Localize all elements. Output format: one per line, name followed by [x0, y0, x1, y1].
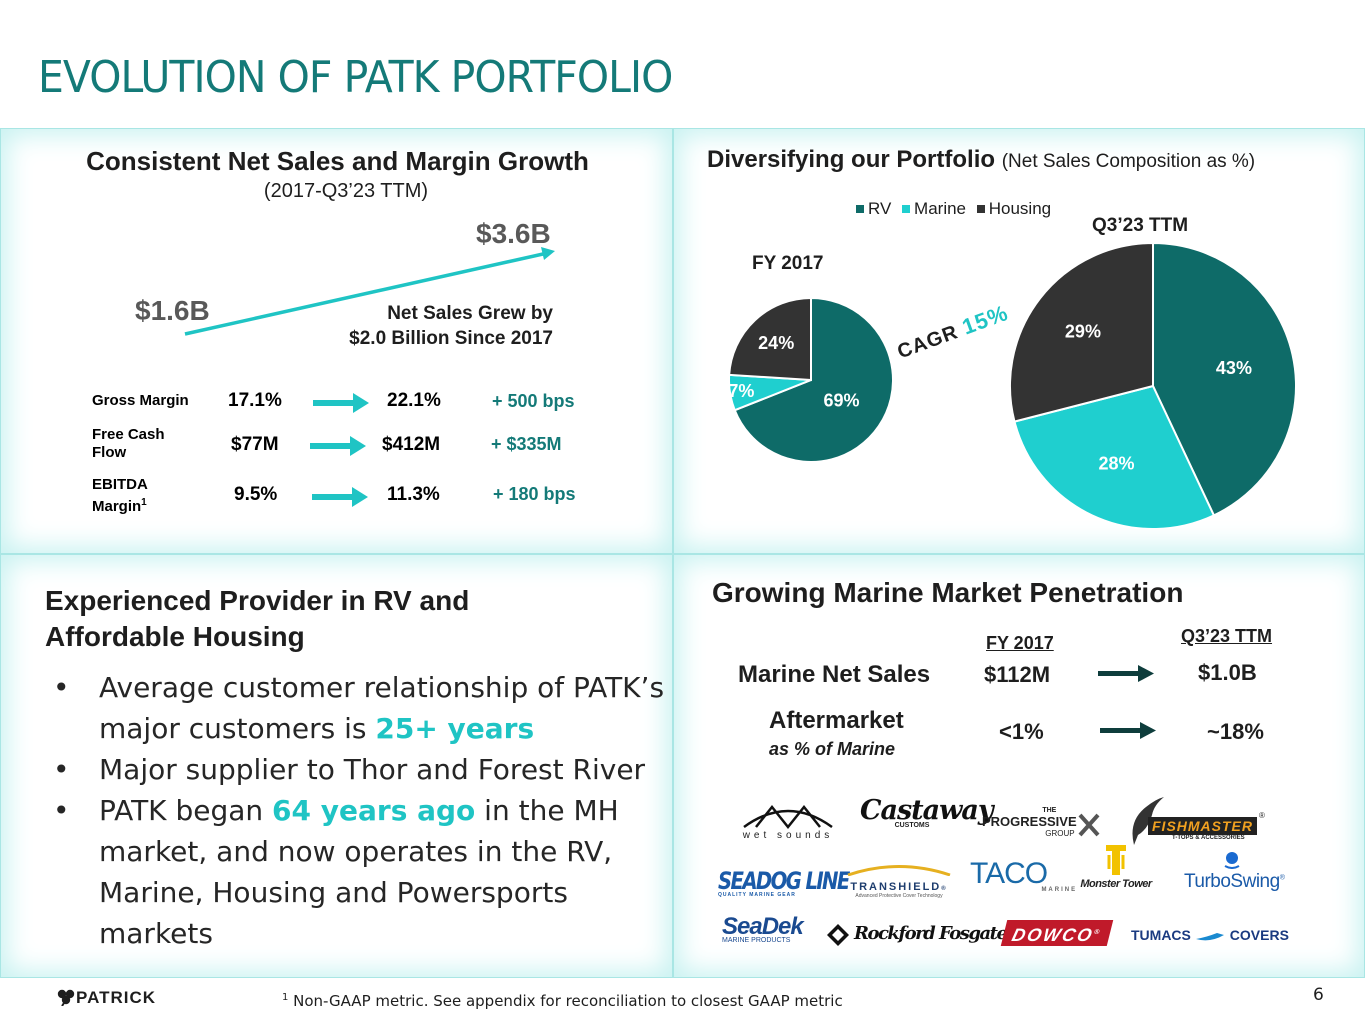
pie-slice-rv [733, 296, 894, 463]
legend: RV Marine Housing [856, 199, 1051, 219]
pie-label-marine: 7% [728, 381, 754, 401]
legend-item-rv: RV [856, 199, 891, 218]
aftermarket-to: ~18% [1207, 719, 1264, 744]
pie-2017: 69% 7% 24% [728, 296, 894, 463]
page-number: 6 [1313, 985, 1324, 1005]
dowco-logo: DOWCO® [1000, 920, 1114, 946]
metric-label: Gross Margin [92, 392, 189, 409]
aftermarket-from: <1% [999, 719, 1044, 744]
portfolio-title: Diversifying our Portfolio (Net Sales Co… [707, 146, 1256, 173]
metric-label-line2: Margin1 [92, 497, 147, 515]
net-sales-subtitle: (2017-Q3’23 TTM) [263, 180, 429, 202]
metric-delta: + 500 bps [492, 391, 575, 411]
pie-q323-title: Q3’23 TTM [1092, 215, 1189, 236]
growth-arrow [184, 247, 555, 336]
arrow-right-icon [313, 393, 369, 413]
marine-title: Growing Marine Market Penetration [712, 577, 1184, 608]
pie-slice-housing [1009, 241, 1154, 423]
castaway-logo: Castaway CUSTOMS [860, 795, 994, 829]
metric-label: EBITDA Margin1 [92, 476, 148, 516]
experience-title-line1: Experienced Provider in RV and [45, 585, 470, 616]
progressive-logo: THE PROGRESSIVE GROUP [982, 807, 1100, 838]
pie-label-rv: 43% [1216, 358, 1252, 378]
experience-panel: Experienced Provider in RV and Affordabl… [0, 554, 673, 978]
col-head-fy2017: FY 2017 [986, 633, 1054, 653]
monster-tower-logo: Monster Tower [1064, 843, 1168, 890]
start-net-sales: $1.6B [135, 295, 210, 326]
pie-charts: 69% 7% 24% 43% 28% 29% [728, 241, 1297, 530]
metric-delta: + 180 bps [493, 484, 576, 504]
net-sales-note-line1: Net Sales Grew by [387, 303, 553, 324]
monster-tower-icon [1106, 845, 1126, 875]
pie-slice-marine [1013, 384, 1216, 530]
arrow-right-icon [312, 487, 368, 507]
net-sales-note: Net Sales Grew by $2.0 Billion Since 201… [301, 301, 553, 351]
metric-from: $77M [231, 434, 279, 455]
marine-panel: Growing Marine Market Penetration FY 201… [673, 554, 1365, 978]
pie-label-marine: 28% [1098, 454, 1134, 474]
experience-title-line2: Affordable Housing [45, 621, 305, 652]
metric-to: $412M [382, 434, 441, 455]
pie-label-housing: 29% [1065, 322, 1101, 342]
rockford-logo: Rockford Fosgate [826, 923, 1008, 946]
pie-label-rv: 69% [824, 391, 860, 411]
arrow-right-icon [310, 436, 366, 456]
bullet-item: Average customer relationship of PATK’s … [47, 667, 667, 749]
pie-q323: 43% 28% 29% [1009, 241, 1297, 530]
metric-from: 17.1% [228, 390, 282, 411]
end-net-sales: $3.6B [476, 218, 551, 249]
tumacs-covers-logo: TUMACS COVERS [1131, 927, 1289, 943]
wet-sounds-logo: wet sounds [740, 801, 836, 841]
experience-title: Experienced Provider in RV and Affordabl… [45, 583, 469, 655]
arrow-right-icon [1098, 665, 1154, 682]
turboswing-logo: TurboSwing® [1184, 851, 1285, 892]
tumacs-boat-icon [1196, 932, 1225, 941]
patrick-logo: PATRICK [56, 988, 156, 1008]
taco-logo: TACO MARINE [970, 857, 1078, 893]
metric-label-line1: EBITDA [92, 476, 148, 493]
col-head-q323: Q3’23 TTM [1181, 626, 1273, 646]
metric-label-line2: Flow [92, 444, 127, 461]
metric-delta: + $335M [491, 434, 562, 454]
seadog-line-logo: SEADOG LINE QUALITY MARINE GEAR [718, 867, 850, 898]
metric-from: 9.5% [234, 484, 278, 505]
metric-label: Free Cash Flow [92, 426, 165, 462]
net-sales-panel: Consistent Net Sales and Margin Growth (… [0, 128, 673, 554]
transhield-swoosh-icon [847, 865, 951, 877]
pie-slice-housing [728, 296, 812, 382]
wet-sounds-icon [743, 804, 833, 830]
pie-2017-title: FY 2017 [752, 253, 824, 274]
aftermarket-sublabel: as % of Marine [769, 739, 896, 759]
seadek-logo: SeaDek MARINE PRODUCTS [722, 913, 804, 944]
pie-slice-rv [1152, 241, 1297, 517]
page-title: EVOLUTION OF PATK PORTFOLIO [38, 52, 673, 103]
pie-label-housing: 24% [758, 333, 794, 353]
portfolio-panel: Diversifying our Portfolio (Net Sales Co… [673, 128, 1365, 554]
bullet-item: Major supplier to Thor and Forest River [47, 749, 667, 790]
transhield-logo: TRANSHIELD® Advanced Protective Cover Te… [846, 863, 952, 899]
marine-net-sales-to: $1.0B [1198, 660, 1257, 685]
metric-label-line1: Free Cash [92, 426, 165, 443]
marine-net-sales-label: Marine Net Sales [738, 661, 931, 688]
bullet-item: PATK began 64 years ago in the MH market… [47, 790, 667, 954]
net-sales-title: Consistent Net Sales and Margin Growth [86, 146, 589, 176]
legend-item-marine: Marine [902, 199, 966, 218]
rockford-diamond-icon [827, 924, 849, 946]
legend-item-housing: Housing [976, 199, 1051, 218]
metric-to: 11.3% [387, 484, 440, 505]
aftermarket-label: Aftermarket [769, 707, 904, 734]
footnote: 1 Non-GAAP metric. See appendix for reco… [282, 992, 843, 1010]
marine-net-sales-from: $112M [984, 662, 1051, 687]
net-sales-note-line2: $2.0 Billion Since 2017 [349, 328, 553, 349]
shamrock-icon [57, 989, 75, 1007]
turboswing-icon [1224, 852, 1240, 869]
metric-to: 22.1% [387, 390, 441, 411]
progressive-x-icon [1078, 813, 1100, 837]
experience-bullets: Average customer relationship of PATK’s … [47, 667, 667, 954]
arrow-right-icon [1100, 722, 1156, 739]
